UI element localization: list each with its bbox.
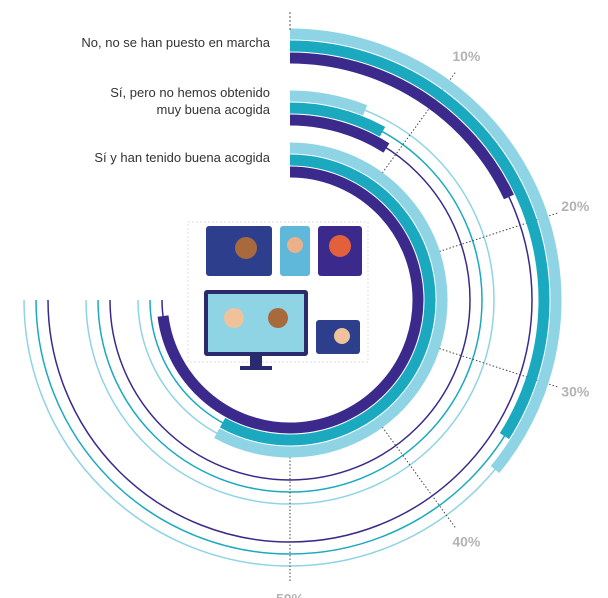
track [85, 95, 495, 505]
tick-label: 40% [452, 533, 481, 549]
bar [289, 102, 386, 137]
frame [187, 221, 369, 363]
bar [289, 90, 368, 116]
face [287, 237, 303, 253]
face [329, 235, 351, 257]
tick-label: 50% [276, 591, 305, 598]
category-label: Sí y han tenido buena acogida [94, 150, 270, 165]
face [334, 328, 350, 344]
bar [214, 142, 448, 458]
bar [289, 40, 550, 440]
bar [289, 114, 390, 153]
face [235, 237, 257, 259]
tick-line [377, 71, 457, 179]
bar [219, 154, 436, 446]
stand [240, 366, 272, 370]
tick-line [432, 345, 559, 388]
track [109, 119, 471, 481]
tick-line [432, 212, 559, 255]
illustration [187, 221, 369, 370]
stand [250, 356, 262, 366]
tick-label: 10% [452, 48, 481, 64]
bar [157, 166, 424, 434]
bar [289, 28, 562, 474]
screen [208, 294, 304, 352]
track [97, 107, 483, 493]
tick-label: 30% [561, 383, 590, 399]
tick-line [377, 421, 457, 529]
category-label: Sí, pero no hemos obtenido muy buena aco… [110, 85, 270, 117]
tick-label: 20% [561, 198, 590, 214]
bar [289, 52, 514, 200]
face [268, 308, 288, 328]
face [224, 308, 244, 328]
category-label: No, no se han puesto en marcha [81, 35, 270, 50]
